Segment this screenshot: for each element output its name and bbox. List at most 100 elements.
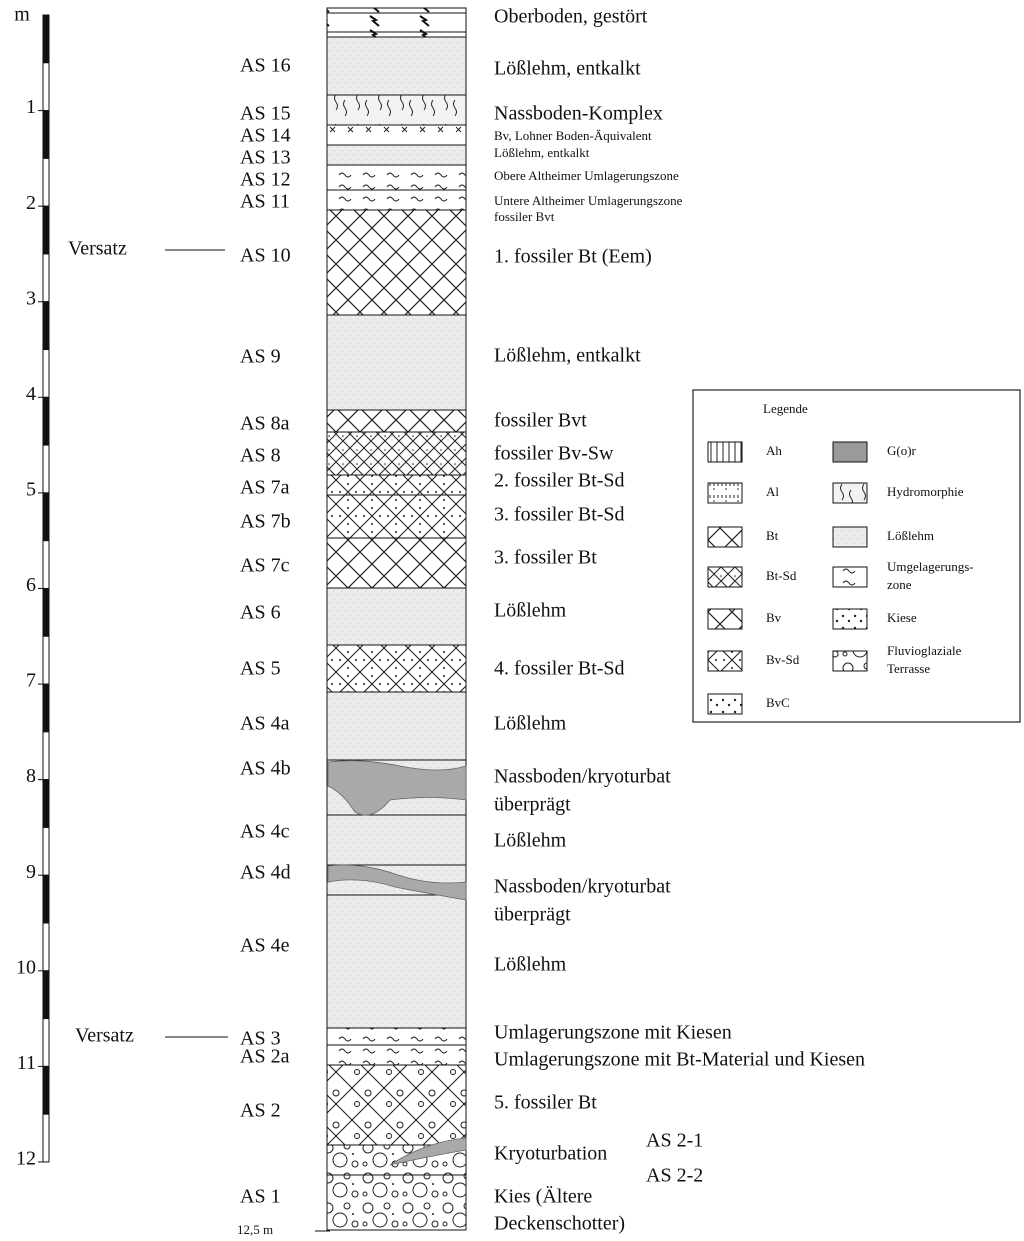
layer-description: 3. fossiler Bt-Sd: [494, 504, 625, 526]
layer-code: AS 4e: [240, 935, 290, 957]
layer-code: AS 16: [240, 55, 291, 77]
layer: [327, 315, 466, 410]
legend-swatch: [833, 651, 867, 671]
legend-swatch: [708, 527, 742, 547]
legend-label: zone: [887, 577, 912, 592]
layer: [327, 815, 466, 865]
layer-code: AS 7c: [240, 555, 290, 577]
layer-description: Lößlehm: [494, 954, 567, 976]
legend-swatch: [833, 442, 867, 462]
layer-description: Lößlehm, entkalkt: [494, 345, 641, 367]
layer-description: Nassboden/kryoturbat: [494, 876, 671, 898]
layer-description: Lößlehm, entkalkt: [494, 145, 590, 160]
layer-description: 5. fossiler Bt: [494, 1092, 597, 1114]
scale-label: 3: [26, 287, 36, 309]
legend: LegendeAhAlBtBt-SdBvBv-SdBvCG(o)rHydromo…: [693, 390, 1020, 722]
layer-code: AS 13: [240, 147, 291, 169]
legend-swatch: [708, 609, 742, 629]
legend-box: [693, 390, 1020, 722]
layer-description: Lößlehm, entkalkt: [494, 58, 641, 80]
layer-code: AS 8: [240, 445, 281, 467]
offset-label: Versatz: [68, 238, 127, 260]
layer-description: Umlagerungszone mit Bt-Material und Kies…: [494, 1049, 865, 1071]
legend-label: Ah: [766, 443, 782, 458]
layer-code: AS 6: [240, 602, 281, 624]
layer-code: AS 4a: [240, 713, 290, 735]
legend-label: Lößlehm: [887, 528, 934, 543]
layer-description: Lößlehm: [494, 600, 567, 622]
layer-code: AS 5: [240, 658, 281, 680]
layer-description: überprägt: [494, 794, 571, 816]
layer-description: Umlagerungszone mit Kiesen: [494, 1022, 732, 1044]
layer-code: AS 15: [240, 103, 291, 125]
legend-label: Fluvioglaziale: [887, 643, 962, 658]
scale-segment: [43, 875, 49, 923]
layer-subcode: AS 2-1: [646, 1130, 703, 1152]
layer: [327, 8, 466, 37]
layer-code: AS 7a: [240, 477, 290, 499]
layer-description: Lößlehm: [494, 713, 567, 735]
scale-label: 9: [26, 861, 36, 883]
layer: [327, 145, 466, 165]
layer-description: 3. fossiler Bt: [494, 547, 597, 569]
legend-label: Bt-Sd: [766, 568, 797, 583]
legend-swatch: [833, 483, 867, 503]
legend-label: Bv: [766, 610, 782, 625]
layer-code: AS 4b: [240, 758, 291, 780]
scale-segment: [43, 588, 49, 636]
scale-unit: m: [14, 4, 30, 26]
scale-segment: [43, 63, 49, 111]
scale-label: 12: [16, 1148, 36, 1170]
legend-swatch: [708, 442, 742, 462]
layer-description: Nassboden-Komplex: [494, 103, 663, 125]
layer-code: AS 10: [240, 245, 291, 267]
page: m123456789101112 12,5 mVersatzVersatzObe…: [0, 0, 1024, 1241]
layer-code: AS 9: [240, 346, 281, 368]
layer: [327, 165, 466, 190]
layer: [327, 475, 466, 495]
scale-segment: [43, 923, 49, 971]
scale-segment: [43, 206, 49, 254]
layer-description: Oberboden, gestört: [494, 6, 648, 28]
layer-code: AS 12: [240, 169, 291, 191]
scale-segment: [43, 780, 49, 828]
layer-code: AS 2: [240, 1100, 281, 1122]
legend-swatch: [708, 694, 742, 714]
legend-label: BvC: [766, 695, 790, 710]
scale-segment: [43, 254, 49, 302]
layer-code: AS 8a: [240, 413, 290, 435]
scale-segment: [43, 111, 49, 159]
layer-code: AS 4d: [240, 862, 291, 884]
offset-label: Versatz: [75, 1025, 134, 1047]
scale-segment: [43, 445, 49, 493]
legend-swatch: [833, 609, 867, 629]
layer-description: Untere Altheimer Umlagerungszone: [494, 193, 683, 208]
layer-description: 2. fossiler Bt-Sd: [494, 470, 625, 492]
legend-label: Bv-Sd: [766, 652, 800, 667]
legend-label: Umgelagerungs-: [887, 559, 974, 574]
legend-swatch: [708, 567, 742, 587]
scale-segment: [43, 158, 49, 206]
layer: [327, 1028, 466, 1045]
layer: [327, 1175, 466, 1230]
layer-description: überprägt: [494, 904, 571, 926]
scale-segment: [43, 1114, 49, 1162]
legend-swatch: [708, 651, 742, 671]
scale-label: 5: [26, 478, 36, 500]
scale-segment: [43, 827, 49, 875]
layer-code: AS 1: [240, 1186, 281, 1208]
layer-description: Kies (Ältere: [494, 1185, 592, 1208]
layer-description: fossiler Bvt: [494, 209, 555, 224]
legend-swatch: [833, 527, 867, 547]
scale-segment: [43, 1019, 49, 1067]
layer: [327, 410, 466, 432]
legend-label: G(o)r: [887, 443, 917, 458]
scale-label: 10: [16, 956, 36, 978]
layer-description: Bv, Lohner Boden-Äquivalent: [494, 128, 652, 143]
layer-description: Obere Altheimer Umlagerungszone: [494, 168, 679, 183]
layer: [327, 538, 466, 588]
scale-segment: [43, 15, 49, 63]
profile-column: [327, 8, 466, 1230]
layer-description: fossiler Bvt: [494, 410, 587, 432]
